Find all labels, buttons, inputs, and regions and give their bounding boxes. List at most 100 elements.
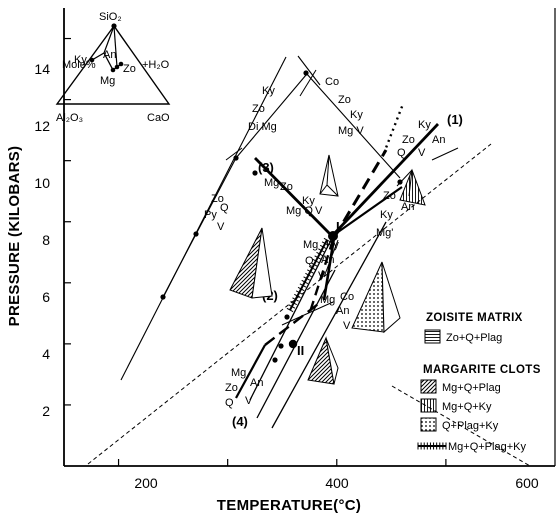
f-c1-an: An <box>432 134 445 146</box>
x-tick-400: 400 <box>325 475 349 491</box>
f-ur-ky: Ky <box>380 209 393 221</box>
f-i-v: V <box>318 270 326 282</box>
f-co: Co <box>325 76 339 88</box>
mineral-tetrahedra <box>229 154 426 385</box>
y-tick-6: 6 <box>42 289 50 305</box>
f-i-ky: Ky <box>326 239 339 251</box>
barb-3 <box>292 297 299 302</box>
f-c1-v: V <box>418 147 426 159</box>
legend-swatch-mg-q-ky <box>420 398 437 413</box>
f-c4-q: Q <box>225 397 234 409</box>
barb-17 <box>318 248 325 253</box>
f-c1-zo: Zo <box>402 134 415 146</box>
barb-5 <box>295 290 303 295</box>
f-c1-q: Q <box>397 147 406 159</box>
f-c4-an: An <box>250 377 263 389</box>
legend-zo-q-plag: Zo+Q+Plag <box>446 332 502 344</box>
legend-mg-q-plag-ky: Mg+Q+Plag+Ky <box>448 441 526 453</box>
inset-apex-sio2: SiO₂ <box>99 11 122 23</box>
inset-cao: CaO <box>147 112 170 124</box>
barb-10 <box>305 272 312 278</box>
f-ky-top-left: Ky <box>262 85 275 97</box>
f-zo-top-right: Zo <box>338 94 351 106</box>
barb-7 <box>299 283 307 288</box>
legend: ZOISITE MATRIX Zo+Q+Plag MARGARITE CLOTS… <box>417 312 541 453</box>
reaction-lines <box>120 55 440 429</box>
f-mgv: Mg V <box>338 125 364 137</box>
legend-swatch-q-plag-ky <box>420 417 437 432</box>
f-ur-mg: Mg' <box>376 227 393 239</box>
f-left-v: V <box>217 221 225 233</box>
field-labels: Ky Zo Di Mg Co Zo Ky Mg V Ky An Zo Q V M… <box>204 76 445 409</box>
f-i-mg: Mg <box>303 239 318 251</box>
inset-mg: Mg <box>100 75 115 87</box>
y-axis-title: PRESSURE (KILOBARS) <box>6 146 23 327</box>
barb-13 <box>310 262 318 267</box>
f-mid-an: An <box>336 305 349 317</box>
barb-12 <box>308 265 316 271</box>
x-tick-200: 200 <box>134 475 158 491</box>
barb-1 <box>288 304 296 309</box>
y-tick-labels: 2 4 6 8 10 12 14 <box>34 61 50 419</box>
inset-h2o: +H₂O <box>142 59 170 71</box>
y-tick-8: 8 <box>42 232 50 248</box>
point-II: II <box>297 343 304 358</box>
y-tick-10: 10 <box>34 175 50 191</box>
legend-mg-q-ky: Mg+Q+Ky <box>442 401 492 413</box>
f-zo-top-left: Zo <box>252 103 265 115</box>
barb-8 <box>301 279 309 285</box>
inset-mole-percent: Mole% <box>62 59 96 71</box>
f-c1-ky: Ky <box>418 119 431 131</box>
barb-14 <box>312 258 320 264</box>
legend-zoisite-heading: ZOISITE MATRIX <box>426 312 523 324</box>
barb-0 <box>286 307 294 313</box>
legend-q-plag-ky: Q+Plag+Ky <box>442 420 499 432</box>
f-ur-zo: Zo <box>383 190 396 202</box>
legend-swatch-mg-q-plag <box>420 379 437 394</box>
f-c3-mgq: Mg Q <box>286 205 313 217</box>
inset-ky: Ky <box>74 54 87 66</box>
barb-19 <box>321 241 329 246</box>
f-left-q: Q <box>220 202 229 214</box>
inset-zo: Zo <box>123 63 136 75</box>
curve-4: (4) <box>232 414 248 429</box>
barb-9 <box>303 276 310 281</box>
barb-15 <box>314 255 322 260</box>
points <box>160 70 403 363</box>
barb-16 <box>316 251 323 257</box>
legend-swatch-zo-q-plag <box>424 329 441 344</box>
f-dimg: Di Mg <box>248 121 277 133</box>
f-mid-v: V <box>343 320 351 332</box>
f-ur-an: An <box>401 201 414 213</box>
f-c4-zo: Zo <box>225 382 238 394</box>
f-i-an: An <box>321 254 334 266</box>
f-c4-mg: Mg <box>231 367 246 379</box>
y-tick-12: 12 <box>34 118 50 134</box>
barb-6 <box>297 286 305 292</box>
legend-mg-q-plag: Mg+Q+Plag <box>442 382 501 394</box>
y-tick-2: 2 <box>42 403 50 419</box>
f-left-py: Py <box>204 209 217 221</box>
inset-al2o3: Al₂O₃ <box>56 112 83 124</box>
x-axis-title: TEMPERATURE(°C) <box>217 497 361 514</box>
f-c3-zo: Zo <box>280 181 293 193</box>
point-I: I <box>336 219 340 234</box>
curve-1: (1) <box>447 112 463 127</box>
barb-4 <box>294 293 301 299</box>
f-c3-v: V <box>315 205 323 217</box>
f-mid-co: Co <box>340 291 354 303</box>
dashed-lines <box>87 143 531 467</box>
y-tick-14: 14 <box>34 61 50 77</box>
barb-2 <box>290 300 298 306</box>
tick-marks <box>64 37 447 466</box>
legend-margarite-heading: MARGARITE CLOTS <box>423 364 541 376</box>
y-tick-4: 4 <box>42 346 50 362</box>
barb-20 <box>323 237 331 243</box>
plot-frame <box>63 8 556 467</box>
ternary-inset: SiO₂ Mole% +H₂O Ky An Zo Mg Al₂O₃ CaO <box>55 11 171 124</box>
f-c3-mg: Mg <box>264 177 279 189</box>
f-mid-mg: Mg <box>320 294 335 306</box>
inset-an: An <box>103 49 116 61</box>
